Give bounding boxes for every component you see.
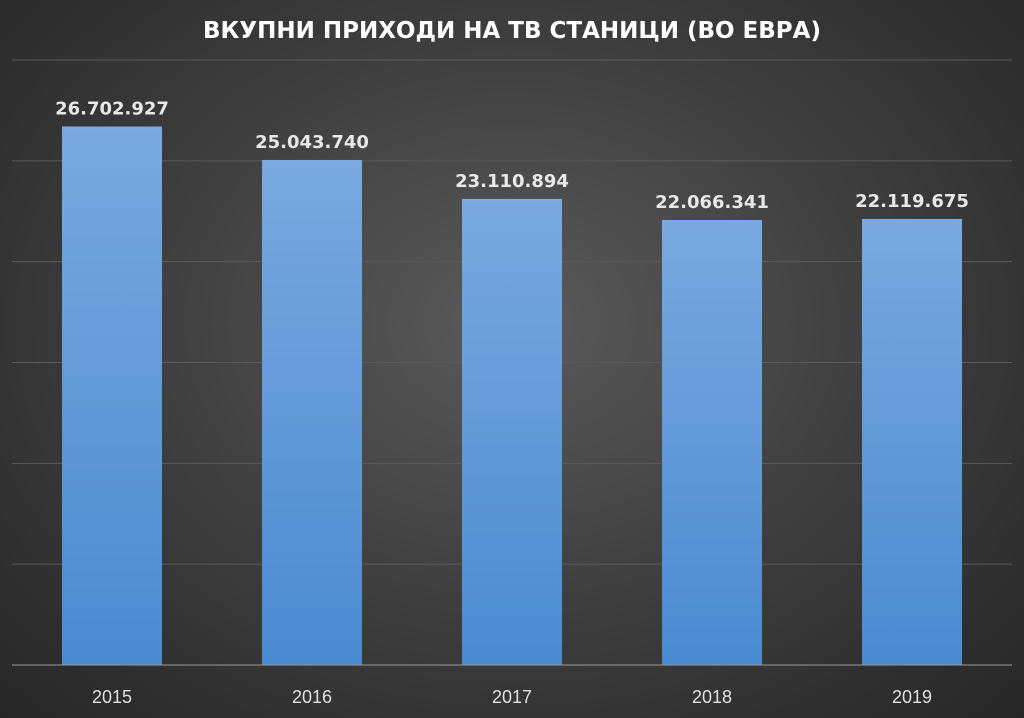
data-label-2018: 22.066.341	[655, 192, 769, 213]
data-labels: 26.702.927 25.043.740 23.110.894 22.066.341…	[55, 98, 969, 213]
x-tick-2015: 2015	[92, 687, 132, 707]
bar-2017	[462, 198, 562, 665]
data-label-2019: 22.119.675	[855, 191, 969, 212]
bar-2016	[262, 159, 362, 666]
bar-2019	[862, 218, 962, 665]
data-label-2016: 25.043.740	[255, 132, 369, 153]
chart-title: ВКУПНИ ПРИХОДИ НА ТВ СТАНИЦИ (ВО ЕВРА)	[203, 18, 821, 44]
x-tick-2016: 2016	[292, 687, 332, 707]
x-tick-2018: 2018	[692, 687, 732, 707]
data-label-2017: 23.110.894	[455, 171, 569, 192]
x-tick-2017: 2017	[492, 687, 532, 707]
data-label-2015: 26.702.927	[55, 98, 169, 119]
bars	[62, 126, 962, 666]
bar-2015	[62, 126, 162, 666]
bar-2018	[662, 219, 762, 665]
x-tick-2019: 2019	[892, 687, 932, 707]
x-tick-labels: 2015 2016 2017 2018 2019	[92, 687, 932, 707]
